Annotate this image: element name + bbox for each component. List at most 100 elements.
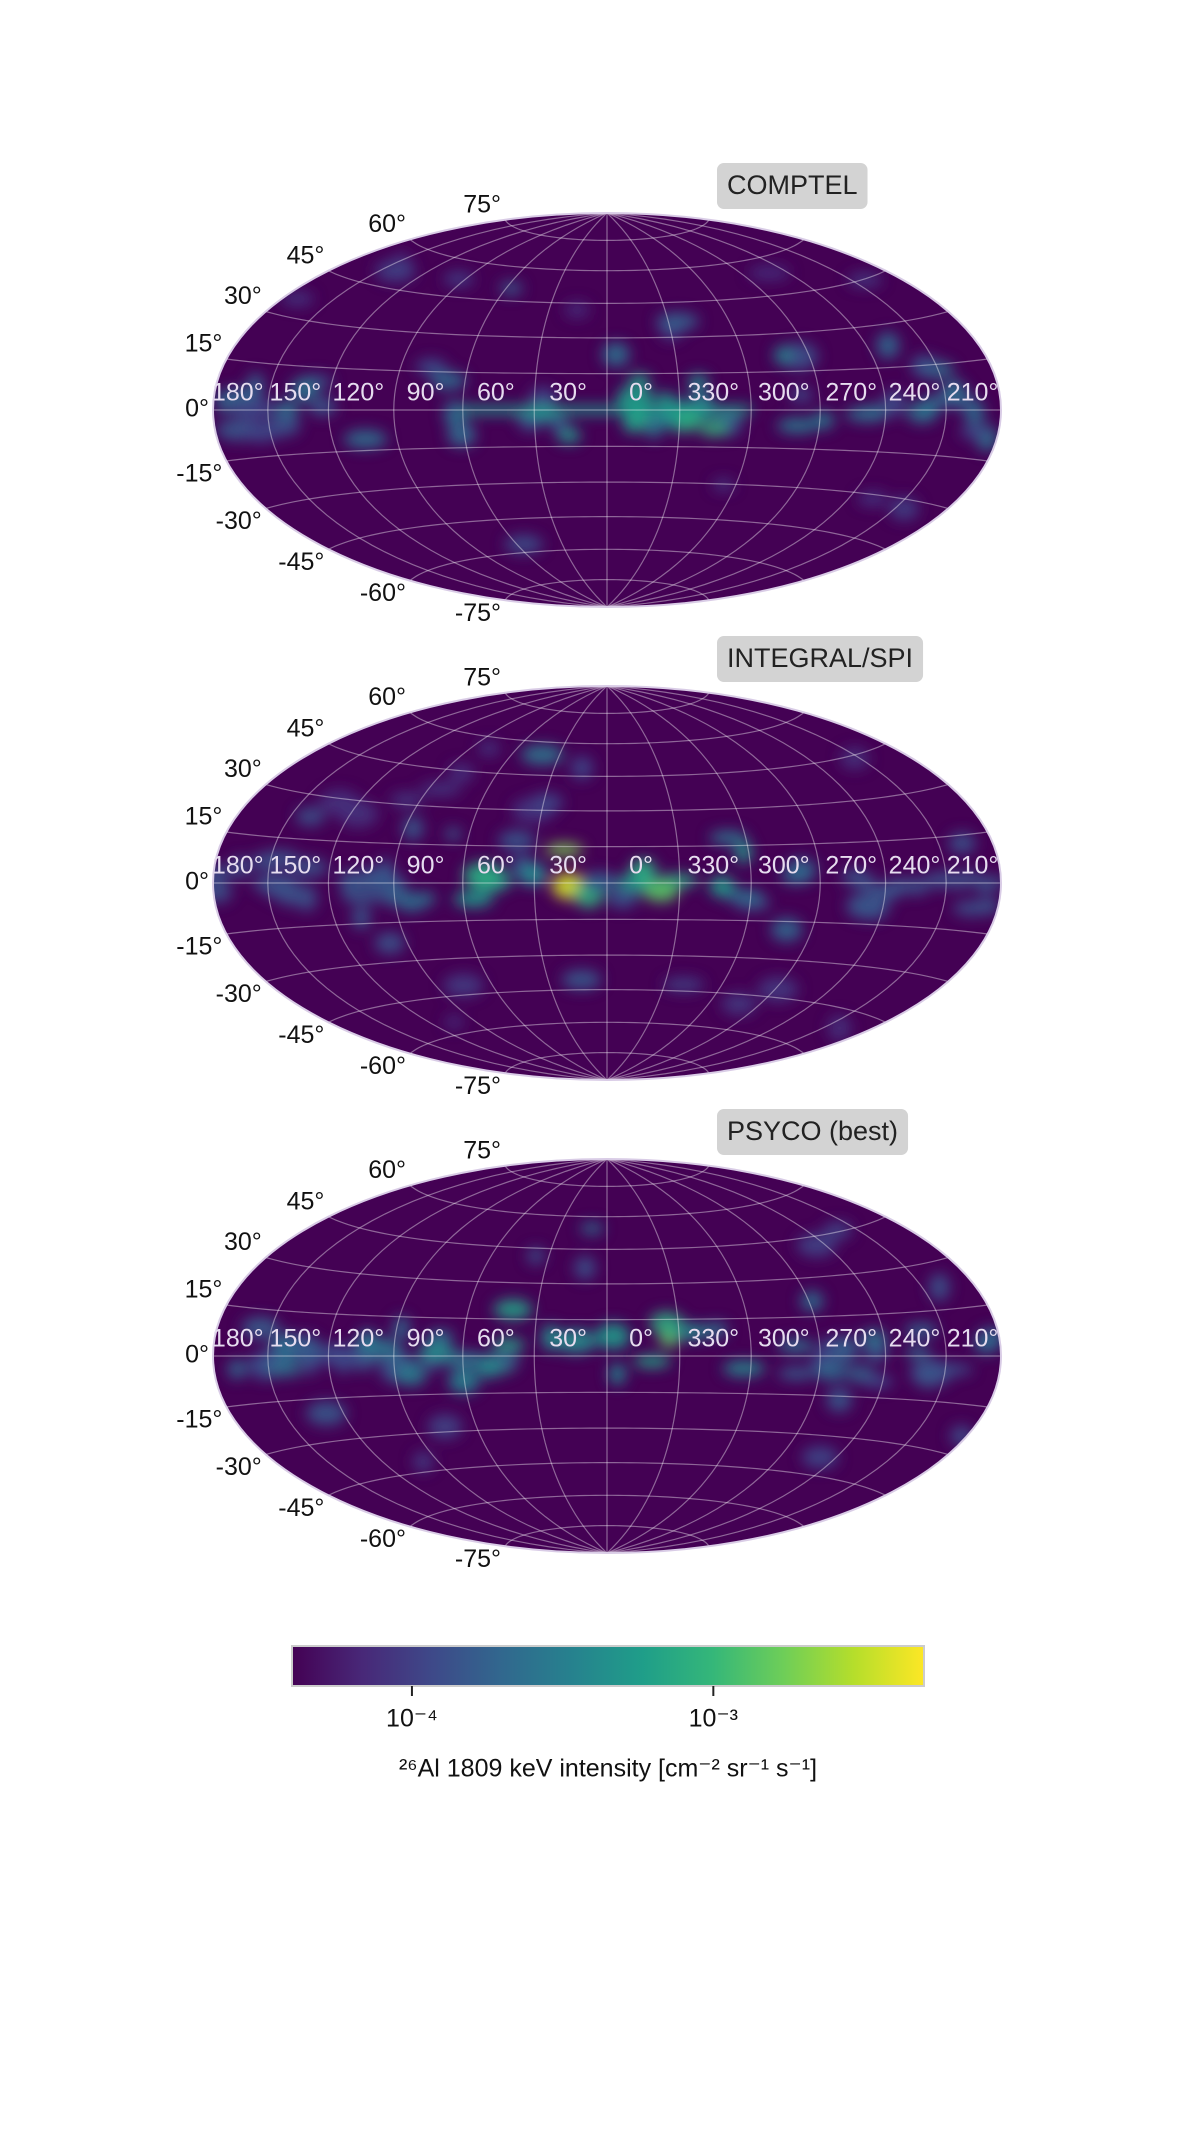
emission-blob	[416, 358, 447, 375]
emission-blob	[860, 1329, 888, 1346]
lon-label: 90°	[407, 379, 445, 407]
parallel	[328, 743, 886, 777]
emission-blob	[839, 747, 870, 770]
emission-blob	[963, 870, 980, 884]
parallel	[265, 954, 949, 983]
parallel	[226, 445, 988, 462]
lon-label: 240°	[889, 1325, 941, 1353]
emission-blob	[976, 879, 995, 894]
lon-label: 270°	[825, 379, 877, 407]
meridian	[267, 213, 608, 607]
emission-blob	[723, 889, 764, 903]
emission-blob	[704, 1322, 728, 1338]
lat-label: 45°	[287, 1187, 325, 1215]
emission-blob	[419, 782, 462, 796]
emission-blob	[721, 993, 757, 1016]
emission-blob	[814, 1362, 848, 1381]
emission-blob	[963, 399, 985, 426]
emission-blob	[857, 491, 889, 507]
lat-label: -45°	[278, 1494, 324, 1522]
emission-blob	[846, 893, 871, 919]
lat-label: -15°	[176, 933, 222, 961]
emission-blob	[356, 870, 396, 889]
lon-label: 240°	[889, 379, 941, 407]
emission-blob	[687, 373, 709, 392]
emission	[227, 1221, 1001, 1472]
meridian	[606, 1159, 752, 1553]
emission-blob	[230, 856, 250, 879]
lon-label: 30°	[549, 1325, 587, 1353]
meridian	[606, 213, 887, 607]
meridian	[327, 213, 608, 607]
meridian	[606, 213, 947, 607]
lat-label: 45°	[287, 714, 325, 742]
emission-blob	[227, 1359, 247, 1379]
parallel	[226, 358, 988, 375]
emission-blob	[800, 1290, 824, 1312]
emission-blob	[318, 1343, 359, 1367]
emission-blob	[929, 1273, 950, 1302]
emission-blob	[874, 881, 902, 901]
emission-blob	[601, 342, 630, 367]
emission-blob	[672, 1323, 710, 1341]
meridian	[533, 686, 608, 1080]
meridian	[606, 686, 821, 1080]
lat-label: 15°	[185, 330, 223, 358]
emission-blob	[662, 977, 705, 992]
lon-label: 30°	[549, 852, 587, 880]
lon-label: 60°	[477, 379, 515, 407]
parallel	[265, 481, 949, 510]
meridian	[327, 1159, 608, 1553]
title-bg	[717, 636, 924, 682]
lat-label: -15°	[176, 460, 222, 488]
emission-blob	[343, 429, 388, 449]
emission-blob	[901, 877, 931, 895]
emission-blob	[392, 1315, 410, 1342]
lon-label: 150°	[270, 852, 322, 880]
meridian	[533, 213, 608, 607]
emission-blob	[213, 864, 231, 884]
emission-blob	[429, 371, 467, 390]
emission-blob	[616, 385, 654, 411]
meridian	[606, 213, 681, 607]
lon-label: 90°	[407, 852, 445, 880]
lat-label: 30°	[224, 755, 262, 783]
parallel	[409, 238, 805, 272]
lon-label: 210°	[947, 852, 999, 880]
lon-label: 270°	[825, 852, 877, 880]
emission-blob	[881, 389, 906, 417]
parallel	[226, 1304, 988, 1321]
emission-blob	[306, 1401, 347, 1426]
emission-blob	[241, 1316, 280, 1340]
lon-label: 240°	[889, 852, 941, 880]
emission-blob	[841, 869, 868, 886]
emission-blob	[564, 301, 590, 318]
emission-blob	[351, 906, 371, 930]
lon-label: 300°	[758, 852, 810, 880]
meridian	[533, 1159, 608, 1553]
emission	[213, 740, 1001, 1042]
meridian	[606, 213, 752, 607]
emission-blob	[580, 1222, 604, 1235]
emission-blob	[776, 417, 818, 434]
emission-blob	[709, 830, 747, 845]
emission-blob	[290, 377, 319, 401]
lon-label: 330°	[687, 852, 739, 880]
emission-blob	[862, 1374, 894, 1389]
emission-blob	[658, 415, 682, 428]
lat-label: 30°	[224, 282, 262, 310]
emission-blob	[427, 1414, 463, 1439]
emission-blob	[289, 857, 329, 877]
parallel	[226, 918, 988, 935]
emission-blob	[607, 889, 638, 909]
emission-blob	[633, 1355, 672, 1368]
emission-blob	[561, 969, 602, 990]
parallel	[226, 1391, 988, 1408]
emission-blob	[551, 415, 568, 434]
lon-label: 270°	[825, 1325, 877, 1353]
emission-blob	[477, 740, 500, 757]
emission-blob	[443, 271, 474, 287]
emission-blob	[289, 1334, 322, 1362]
meridian	[606, 213, 821, 607]
parallel	[409, 548, 805, 582]
